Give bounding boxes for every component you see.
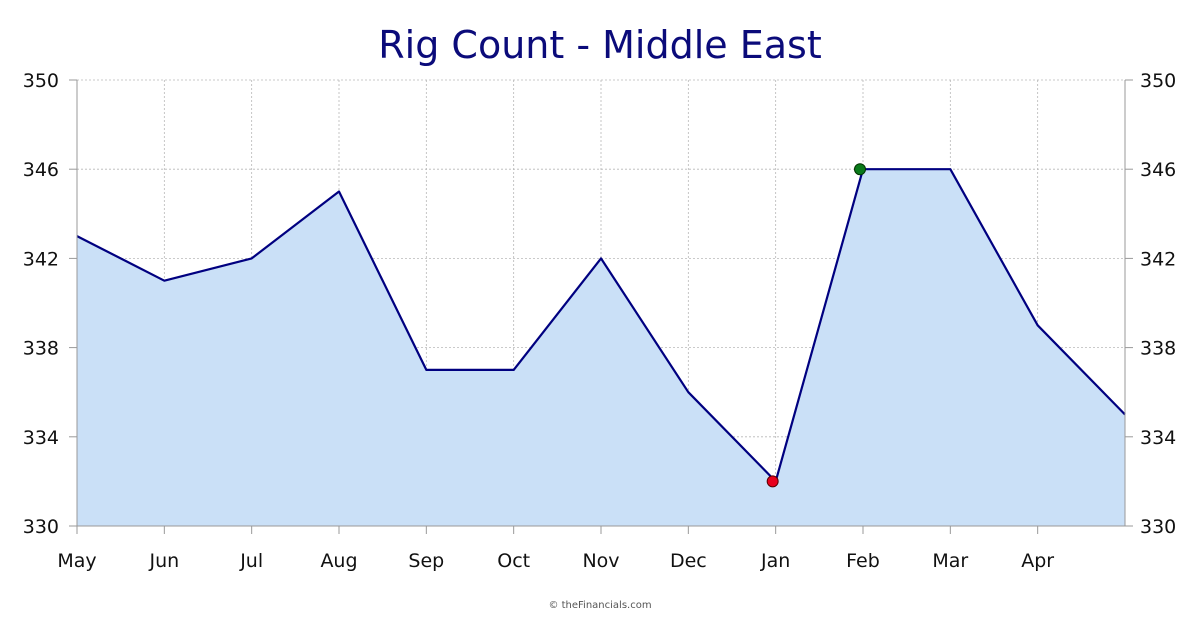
y-tick-label-right: 338 [1140,338,1176,360]
x-tick-label: Nov [582,550,619,572]
x-tick-label: Oct [497,550,530,572]
x-tick-label: Mar [932,550,968,572]
y-tick-label-right: 342 [1140,248,1176,270]
markers [766,163,866,488]
area-series [76,168,1126,526]
tick-labels: 350 350 346 346 342 342 338 338 334 334 330 330 May J… [23,70,1177,572]
y-tick-label-left: 338 [23,338,59,360]
x-tick-label: Feb [846,550,880,572]
y-tick-label-right: 350 [1140,70,1176,92]
y-tick-label-left: 342 [23,248,59,270]
x-tick-label: Aug [320,550,357,572]
area-fill [77,169,1125,526]
series-line [76,168,1126,483]
x-tick-label: Jul [239,550,263,572]
x-tick-label: Apr [1021,550,1054,572]
y-tick-label-left: 350 [23,70,59,92]
credit-text: © theFinancials.com [548,600,651,611]
y-tick-label-right: 330 [1140,516,1176,538]
axes [69,79,1133,534]
x-tick-label: Jan [760,550,790,572]
x-tick-label: May [57,550,96,572]
x-tick-label: Jun [148,550,179,572]
y-tick-label-left: 346 [23,159,59,181]
y-tick-label-right: 346 [1140,159,1176,181]
chart-title: Rig Count - Middle East [378,23,821,67]
x-tick-label: Sep [408,550,444,572]
max-point-marker [854,163,866,176]
y-tick-label-right: 334 [1140,427,1176,449]
y-tick-label-left: 330 [23,516,59,538]
x-tick-label: Dec [670,550,707,572]
y-tick-label-left: 334 [23,427,59,449]
min-point-marker [766,475,779,488]
